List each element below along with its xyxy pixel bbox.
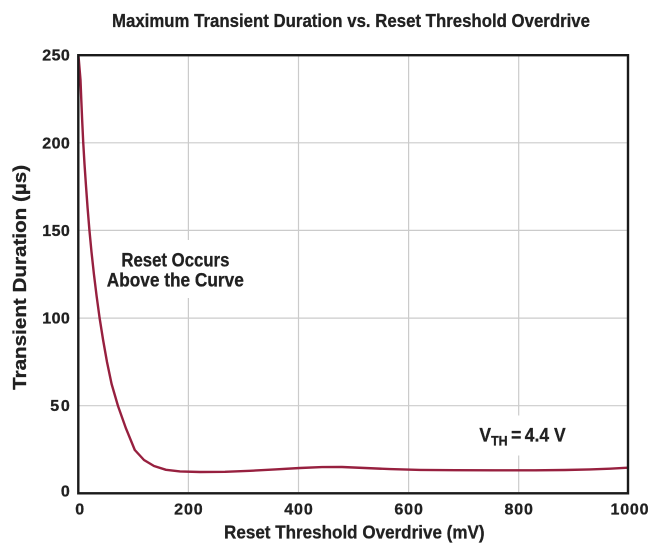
svg-text:800: 800: [504, 502, 533, 519]
svg-text:Above the Curve: Above the Curve: [107, 271, 244, 292]
svg-text:150: 150: [42, 223, 70, 240]
svg-text:200: 200: [174, 502, 203, 519]
svg-text:400: 400: [284, 502, 313, 519]
svg-text:Reset Occurs: Reset Occurs: [121, 251, 229, 272]
svg-text:Transient Duration (µs): Transient Duration (µs): [9, 165, 30, 390]
svg-text:100: 100: [42, 311, 70, 328]
svg-text:0: 0: [61, 483, 70, 500]
svg-text:250: 250: [42, 48, 70, 65]
svg-text:0: 0: [75, 502, 84, 519]
svg-text:50: 50: [50, 398, 70, 415]
svg-text:600: 600: [394, 502, 423, 519]
svg-text:1000: 1000: [611, 502, 649, 519]
svg-text:Reset Threshold Overdrive (mV): Reset Threshold Overdrive (mV): [224, 521, 485, 542]
svg-text:Maximum Transient Duration vs.: Maximum Transient Duration vs. Reset Thr…: [112, 10, 590, 31]
svg-text:200: 200: [42, 135, 70, 152]
